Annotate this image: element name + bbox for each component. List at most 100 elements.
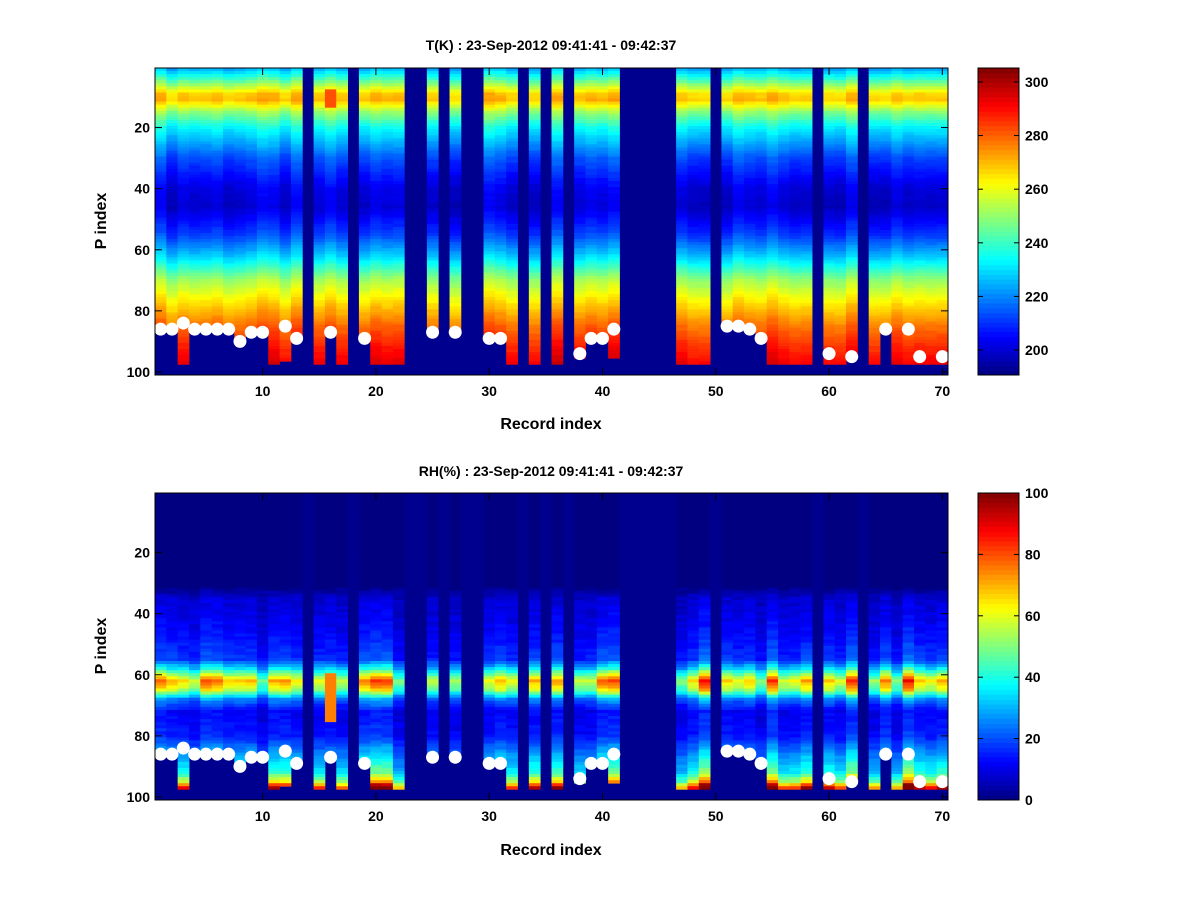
heatmap-cell bbox=[823, 181, 835, 184]
heatmap-cell bbox=[257, 264, 269, 267]
colorbar-segment bbox=[978, 303, 1019, 308]
heatmap-cell bbox=[200, 273, 212, 276]
heatmap-cell bbox=[721, 297, 733, 300]
heatmap-cell bbox=[336, 273, 348, 276]
heatmap-cell bbox=[699, 318, 711, 321]
heatmap-cell bbox=[744, 209, 756, 212]
heatmap-cell bbox=[427, 89, 439, 92]
surface-marker bbox=[483, 332, 496, 345]
heatmap-cell bbox=[823, 169, 835, 172]
heatmap-cell bbox=[823, 80, 835, 83]
heatmap-cell bbox=[291, 111, 303, 114]
heatmap-cell bbox=[155, 233, 167, 236]
heatmap-cell bbox=[880, 212, 892, 215]
heatmap-cell bbox=[484, 236, 496, 239]
heatmap-cell bbox=[937, 239, 949, 242]
heatmap-cell bbox=[699, 105, 711, 108]
heatmap-cell bbox=[880, 205, 892, 208]
heatmap-cell bbox=[529, 95, 541, 98]
heatmap-cell bbox=[393, 163, 405, 166]
heatmap-cell bbox=[937, 190, 949, 193]
heatmap-cell bbox=[268, 245, 280, 248]
heatmap-cell bbox=[914, 102, 926, 105]
heatmap-cell bbox=[835, 218, 847, 221]
heatmap-cell bbox=[506, 135, 518, 138]
heatmap-cell bbox=[608, 102, 620, 105]
heatmap-cell bbox=[721, 138, 733, 141]
heatmap-cell bbox=[529, 68, 541, 71]
heatmap-cell bbox=[585, 147, 597, 150]
heatmap-cell bbox=[552, 285, 564, 288]
heatmap-cell bbox=[246, 92, 258, 95]
heatmap-cell bbox=[246, 205, 258, 208]
heatmap-cell bbox=[801, 157, 813, 160]
heatmap-cell bbox=[778, 71, 790, 74]
heatmap-cell bbox=[891, 175, 903, 178]
heatmap-cell bbox=[495, 95, 507, 98]
heatmap-cell bbox=[257, 312, 269, 315]
heatmap-cell bbox=[767, 105, 779, 108]
heatmap-cell bbox=[268, 322, 280, 325]
heatmap-cell bbox=[189, 315, 201, 318]
heatmap-cell bbox=[767, 150, 779, 153]
heatmap-cell bbox=[687, 163, 699, 166]
heatmap-cell bbox=[178, 276, 190, 279]
heatmap-cell bbox=[200, 196, 212, 199]
heatmap-cell bbox=[925, 264, 937, 267]
heatmap-cell bbox=[257, 150, 269, 153]
heatmap-cell bbox=[801, 92, 813, 95]
heatmap-cell bbox=[450, 193, 462, 196]
heatmap-cell bbox=[778, 233, 790, 236]
heatmap-cell bbox=[314, 257, 326, 260]
heatmap-cell bbox=[597, 187, 609, 190]
surface-marker bbox=[823, 347, 836, 360]
heatmap-cell bbox=[506, 196, 518, 199]
heatmap-cell bbox=[382, 248, 394, 251]
heatmap-cell bbox=[246, 74, 258, 77]
heatmap-cell bbox=[370, 236, 382, 239]
heatmap-cell bbox=[778, 196, 790, 199]
heatmap-cell bbox=[370, 126, 382, 129]
heatmap-cell bbox=[257, 282, 269, 285]
heatmap-cell bbox=[370, 334, 382, 337]
heatmap-cell bbox=[246, 215, 258, 218]
heatmap-cell bbox=[880, 160, 892, 163]
heatmap-cell bbox=[552, 260, 564, 263]
heatmap-cell bbox=[903, 227, 915, 230]
heatmap-cell bbox=[574, 285, 586, 288]
heatmap-cell bbox=[880, 306, 892, 309]
surface-marker bbox=[165, 323, 178, 336]
heatmap-cell bbox=[767, 154, 779, 157]
heatmap-cell bbox=[450, 282, 462, 285]
heatmap-cell bbox=[903, 108, 915, 111]
heatmap-cell bbox=[268, 74, 280, 77]
heatmap-cell bbox=[246, 230, 258, 233]
heatmap-cell bbox=[699, 285, 711, 288]
heatmap-cell bbox=[914, 86, 926, 89]
heatmap-cell bbox=[801, 257, 813, 260]
surface-marker bbox=[154, 323, 167, 336]
heatmap-cell bbox=[529, 92, 541, 95]
heatmap-cell bbox=[891, 334, 903, 337]
heatmap-cell bbox=[178, 285, 190, 288]
heatmap-cell bbox=[744, 95, 756, 98]
heatmap-cell bbox=[234, 169, 246, 172]
heatmap-cell bbox=[280, 160, 292, 163]
heatmap-cell bbox=[608, 68, 620, 71]
heatmap-cell bbox=[608, 273, 620, 276]
heatmap-cell bbox=[189, 181, 201, 184]
heatmap-cell bbox=[506, 355, 518, 358]
heatmap-cell bbox=[382, 273, 394, 276]
heatmap-cell bbox=[382, 92, 394, 95]
heatmap-cell bbox=[155, 209, 167, 212]
heatmap-cell bbox=[585, 273, 597, 276]
heatmap-cell bbox=[767, 187, 779, 190]
heatmap-cell bbox=[291, 291, 303, 294]
heatmap-cell bbox=[789, 248, 801, 251]
heatmap-cell bbox=[552, 196, 564, 199]
heatmap-column bbox=[687, 68, 699, 365]
heatmap-cell bbox=[529, 147, 541, 150]
heatmap-cell bbox=[325, 178, 337, 181]
heatmap-cell bbox=[891, 224, 903, 227]
heatmap-cell bbox=[314, 227, 326, 230]
